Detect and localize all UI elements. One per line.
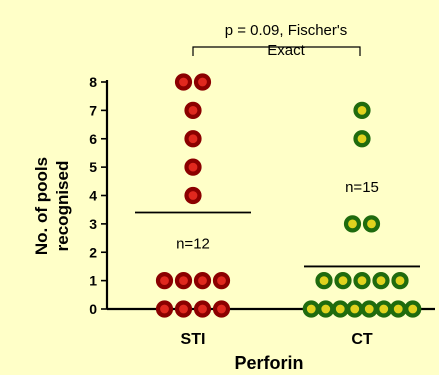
data-point — [404, 300, 422, 318]
data-point — [331, 300, 349, 318]
x-category-label-ct: CT — [351, 331, 373, 348]
data-point — [353, 130, 371, 148]
data-point — [353, 272, 371, 290]
data-point — [174, 73, 193, 91]
n-label-sti: n=12 — [176, 236, 210, 253]
y-tick-label-5: 5 — [89, 159, 97, 175]
data-point — [193, 272, 212, 290]
data-point — [184, 130, 202, 148]
data-point — [174, 300, 193, 318]
data-point — [315, 272, 333, 290]
data-point — [184, 101, 202, 119]
data-point — [391, 272, 409, 290]
data-point — [193, 73, 212, 91]
x-axis-title: Perforin — [234, 353, 303, 373]
data-point — [174, 272, 193, 290]
y-tick-label-8: 8 — [89, 74, 97, 90]
y-tick-label-0: 0 — [89, 301, 97, 317]
data-point — [360, 300, 378, 318]
data-point — [212, 300, 231, 318]
data-point — [343, 215, 362, 233]
significance-bracket — [192, 46, 361, 56]
data-point — [334, 272, 352, 290]
data-point — [212, 272, 231, 290]
p-value-annotation-line1: p = 0.09, Fischer's — [225, 22, 348, 39]
data-point — [155, 300, 174, 318]
n-label-ct: n=15 — [345, 179, 379, 196]
data-point — [375, 300, 393, 318]
data-point — [193, 300, 212, 318]
data-point — [362, 215, 381, 233]
y-tick-label-3: 3 — [89, 216, 97, 232]
data-point — [302, 300, 320, 318]
data-point — [353, 101, 371, 119]
data-point — [155, 272, 174, 290]
data-point — [317, 300, 335, 318]
y-tick-label-1: 1 — [89, 273, 97, 289]
y-tick-label-4: 4 — [89, 188, 97, 204]
y-tick-label-2: 2 — [89, 244, 97, 260]
y-axis-title-line2: recognised — [53, 161, 72, 252]
y-tick-label-6: 6 — [89, 131, 97, 147]
category-labels: STI CT — [181, 331, 373, 348]
x-category-label-sti: STI — [181, 331, 206, 348]
data-point — [184, 158, 202, 176]
data-point — [346, 300, 364, 318]
y-axis-title-line1: No. of pools — [32, 157, 51, 255]
y-ticks: 0 1 2 3 4 5 6 7 8 — [89, 74, 107, 317]
y-tick-label-7: 7 — [89, 102, 97, 118]
data-marks: n=12 n=15 — [135, 73, 422, 318]
data-point — [184, 186, 202, 205]
p-value-annotation-line2: Exact — [267, 42, 305, 59]
data-point — [389, 300, 407, 318]
data-point — [372, 272, 390, 290]
